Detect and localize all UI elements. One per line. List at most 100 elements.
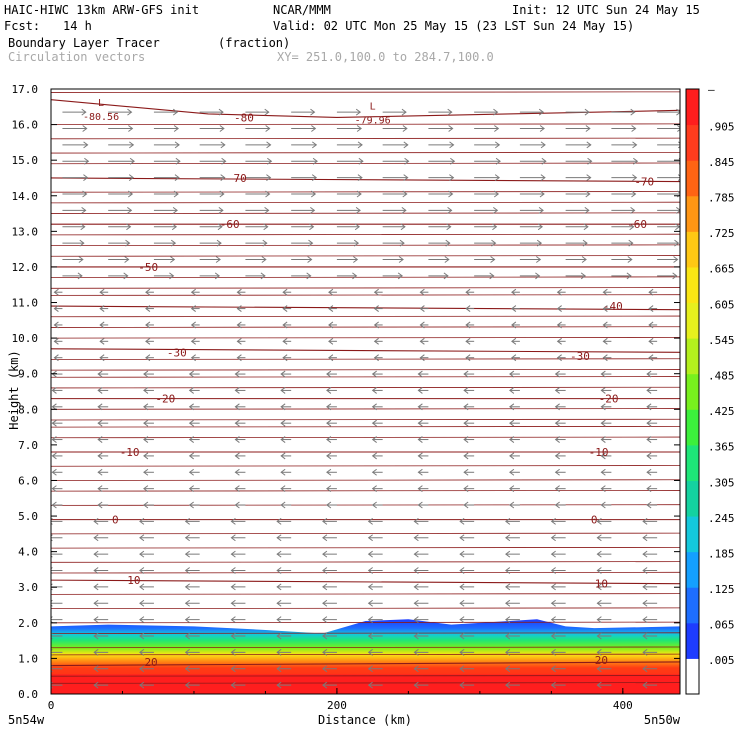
wind-vector-head [631, 125, 637, 132]
wind-vector-head [646, 468, 652, 476]
wind-vector-head [417, 452, 423, 460]
wind-vector-head [541, 157, 547, 165]
wind-vector-head [401, 206, 407, 214]
wind-vector-head [536, 239, 543, 247]
contour-line [51, 653, 680, 656]
y-tick-label: 7.0 [18, 439, 38, 452]
wind-vector-head [230, 567, 236, 574]
contour-line [51, 621, 680, 624]
wind-vector-head [261, 256, 267, 263]
wind-vector-head [234, 485, 240, 493]
wind-vector-head [311, 174, 318, 182]
wind-vector-head [538, 108, 545, 116]
wind-vector-head [322, 583, 328, 591]
wind-vector-head [236, 321, 242, 329]
wind-vector-head [494, 174, 500, 182]
colorbar-swatch [686, 338, 699, 375]
wind-vector-head [356, 190, 362, 198]
wind-vector-head [143, 419, 149, 427]
colorbar-label: .545 [708, 334, 735, 347]
wind-vector-head [646, 419, 652, 427]
wind-vector-head [234, 452, 240, 460]
wind-vector-head [536, 256, 542, 263]
x-tick-label: 200 [327, 699, 347, 712]
wind-vector-head [280, 419, 286, 427]
wind-vector-head [322, 665, 328, 673]
wind-vector-head [632, 141, 638, 149]
contour-label: -20 [155, 393, 175, 406]
wind-vector-head [401, 108, 407, 116]
wind-vector-head [263, 223, 269, 231]
wind-vector-head [322, 648, 328, 656]
contour-line [51, 607, 680, 609]
wind-vector-head [646, 403, 652, 411]
wind-vector-head [93, 534, 99, 542]
wind-vector-head [93, 665, 99, 673]
wind-vector-head [127, 206, 133, 214]
contour-line [51, 561, 680, 563]
wind-vector-head [492, 223, 498, 231]
wind-vector-head [465, 305, 471, 312]
colorbar-frame [685, 88, 700, 695]
wind-vector-head [509, 419, 515, 427]
contour-line [51, 91, 680, 93]
wind-vector-head [459, 665, 465, 673]
wind-vector-head [580, 272, 586, 280]
wind-vector-head [602, 288, 608, 296]
contour-label: -60 [627, 218, 647, 231]
wind-vector-head [322, 616, 328, 624]
wind-vector-head [230, 534, 236, 542]
wind-vector-head [449, 174, 455, 182]
wind-vector-head [413, 632, 419, 640]
wind-vector-head [139, 648, 145, 656]
wind-vector-head [220, 141, 226, 149]
wind-vector-head [509, 452, 515, 460]
wind-vector-head [539, 125, 545, 132]
wind-vector-head [184, 567, 190, 574]
contour-label: -30 [167, 346, 187, 359]
wind-vector-head [97, 403, 103, 411]
wind-vector-head [143, 403, 149, 411]
wind-vector-head [556, 321, 562, 329]
wind-vector-head [264, 108, 270, 116]
wind-vector-head [276, 599, 282, 607]
wind-vector-head [413, 599, 419, 607]
wind-vector-head [169, 272, 175, 280]
wind-vector-head [648, 337, 654, 345]
wind-vector-head [586, 141, 592, 149]
wind-vector-head [276, 550, 282, 558]
wind-vector-head [280, 485, 286, 493]
wind-vector-head [648, 321, 654, 329]
wind-vector-head [367, 648, 373, 656]
wind-vector-head [373, 305, 379, 312]
wind-vector-head [449, 141, 455, 149]
wind-vector-head [276, 665, 282, 673]
wind-vector-head [352, 272, 358, 280]
wind-vector-head [631, 190, 637, 198]
wind-vector-head [276, 616, 282, 624]
wind-vector-head [51, 452, 57, 460]
colorbar-top-label: – [708, 83, 715, 96]
wind-vector-head [404, 157, 410, 165]
contour-label: -60 [220, 218, 240, 231]
contour-line [51, 276, 680, 279]
wind-vector-head [600, 452, 606, 460]
wind-vector-head [600, 387, 606, 394]
wind-vector-head [419, 321, 425, 329]
wind-vector-head [554, 436, 560, 443]
wind-vector-head [309, 223, 315, 231]
wind-vector-head [602, 305, 608, 312]
wind-vector-head [83, 141, 89, 149]
colorbar-label: .185 [708, 547, 735, 560]
wind-vector-head [367, 517, 373, 525]
wind-vector-head [367, 616, 373, 624]
colorbar-swatch [686, 160, 699, 197]
wind-vector-head [463, 387, 469, 394]
wind-vector-head [230, 517, 236, 525]
colorbar-label: .725 [708, 227, 735, 240]
wind-vector-head [367, 534, 373, 542]
wind-vector-head [596, 632, 602, 640]
wind-vector-head [419, 337, 425, 345]
wind-vector-head [600, 436, 606, 443]
